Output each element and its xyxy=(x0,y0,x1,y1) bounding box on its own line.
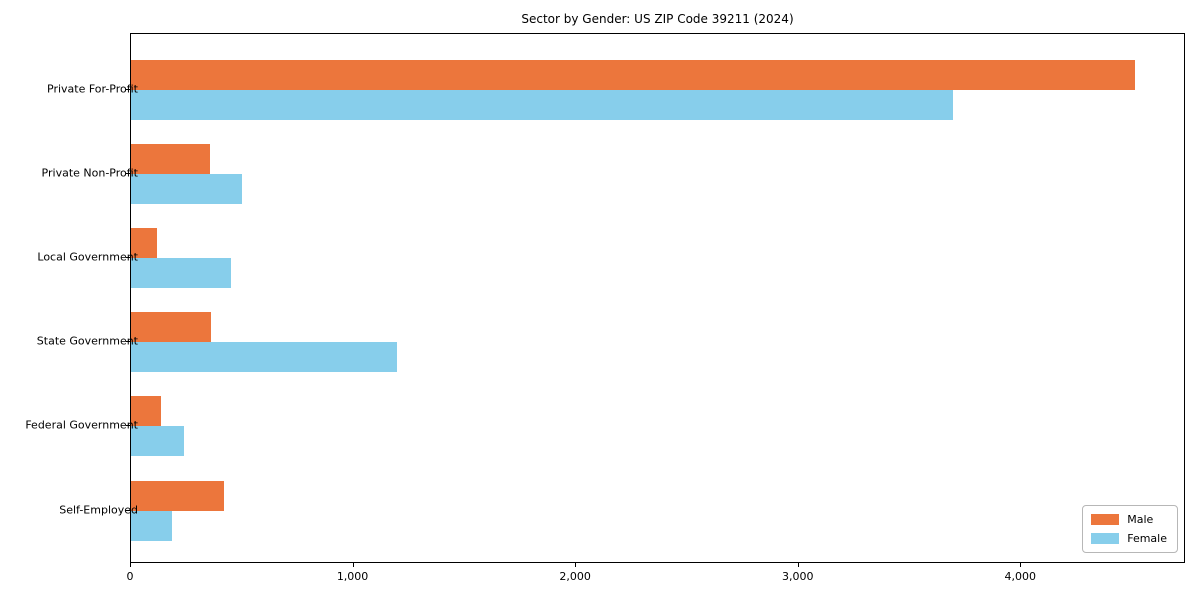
legend-label-female: Female xyxy=(1127,532,1167,545)
bar-male-4 xyxy=(131,396,162,427)
ytick-label-3: State Government xyxy=(36,334,138,348)
bar-male-2 xyxy=(131,227,158,258)
plot-area: Male Female xyxy=(130,33,1185,563)
xtick-label-0: 0 xyxy=(126,570,134,583)
bar-female-2 xyxy=(131,257,231,288)
ytick-label-0: Private For-Profit xyxy=(47,82,138,95)
xtick-label-1: 1,000 xyxy=(336,570,369,583)
legend-item-male: Male xyxy=(1091,513,1167,526)
ytick-label-1: Private Non-Profit xyxy=(41,166,138,180)
xtick-label-2: 2,000 xyxy=(559,570,591,583)
ytick-label-5: Self-Employed xyxy=(59,503,138,516)
ytick-mark-4 xyxy=(126,425,130,427)
xtick-mark-2 xyxy=(575,563,577,567)
bar-male-5 xyxy=(131,480,225,511)
bar-female-1 xyxy=(131,173,242,204)
xtick-mark-1 xyxy=(352,563,354,567)
bar-female-3 xyxy=(131,342,397,373)
chart-title: Sector by Gender: US ZIP Code 39211 (202… xyxy=(521,12,794,26)
bar-female-0 xyxy=(131,89,953,120)
ytick-mark-5 xyxy=(126,509,130,511)
legend: Male Female xyxy=(1082,505,1178,553)
xtick-mark-3 xyxy=(797,563,799,567)
bar-female-5 xyxy=(131,510,172,541)
ytick-label-4: Federal Government xyxy=(25,418,138,432)
ytick-mark-3 xyxy=(126,341,130,343)
bar-male-3 xyxy=(131,312,211,343)
legend-item-female: Female xyxy=(1091,532,1167,545)
xtick-mark-4 xyxy=(1020,563,1022,567)
xtick-mark-0 xyxy=(130,563,131,567)
ytick-mark-2 xyxy=(126,256,130,258)
legend-label-male: Male xyxy=(1127,513,1154,526)
ytick-label-2: Local Government xyxy=(37,250,138,264)
female-series-swatch xyxy=(1091,533,1120,544)
bar-male-1 xyxy=(131,143,210,174)
xtick-label-4: 4,000 xyxy=(1004,570,1037,583)
xtick-label-3: 3,000 xyxy=(781,570,814,583)
ytick-mark-0 xyxy=(126,88,130,90)
bar-male-0 xyxy=(131,59,1136,90)
ytick-mark-1 xyxy=(126,172,130,174)
bar-female-4 xyxy=(131,426,184,457)
male-series-swatch xyxy=(1091,514,1120,525)
